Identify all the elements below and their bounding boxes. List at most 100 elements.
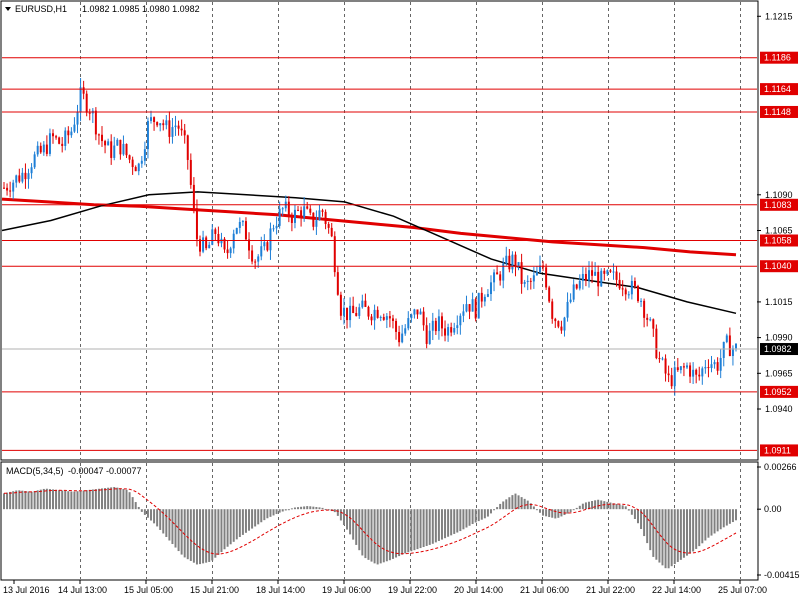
macd-bar bbox=[339, 509, 342, 521]
macd-bar bbox=[477, 509, 480, 522]
candle-body bbox=[290, 216, 293, 223]
candle-body bbox=[407, 318, 410, 329]
macd-bar bbox=[373, 509, 376, 564]
x-tick-label: 21 Jul 22:00 bbox=[586, 585, 635, 595]
level-label-bg bbox=[760, 198, 798, 211]
macd-bar bbox=[162, 509, 165, 534]
candle-body bbox=[82, 87, 85, 94]
macd-bar bbox=[716, 509, 719, 532]
candle-body bbox=[444, 328, 447, 336]
candle-body bbox=[251, 250, 254, 262]
macd-bar bbox=[336, 509, 339, 516]
macd-bar bbox=[413, 509, 416, 551]
candle-body bbox=[713, 362, 716, 365]
candle-body bbox=[667, 373, 670, 376]
macd-bar bbox=[661, 509, 664, 566]
candle-body bbox=[471, 299, 474, 312]
candle-body bbox=[171, 127, 174, 137]
candle-body bbox=[612, 271, 615, 273]
candle-body bbox=[306, 206, 309, 209]
macd-bar bbox=[238, 509, 241, 538]
candle-body bbox=[615, 271, 618, 280]
time-axis: 13 Jul 2016 14 Jul 13:00 15 Jul 05:00 15 Ju… bbox=[3, 580, 767, 595]
candle-body bbox=[658, 358, 661, 360]
x-tick-label: 15 Jul 21:00 bbox=[190, 585, 239, 595]
macd-bar bbox=[94, 489, 97, 510]
macd-bar bbox=[489, 509, 492, 514]
candle-body bbox=[410, 314, 413, 319]
candle-body bbox=[189, 159, 192, 185]
macd-bar bbox=[535, 509, 538, 511]
candle-body bbox=[725, 335, 728, 342]
candle-body bbox=[42, 144, 45, 153]
macd-bar bbox=[725, 509, 728, 526]
macd-bar bbox=[248, 509, 251, 531]
level-label-bg bbox=[760, 51, 798, 64]
candle-body bbox=[373, 309, 376, 321]
candle-body bbox=[459, 315, 462, 326]
macd-bar bbox=[670, 509, 673, 567]
macd-bar bbox=[104, 488, 107, 510]
candle-body bbox=[27, 173, 30, 180]
macd-bar bbox=[269, 509, 272, 517]
candle-body bbox=[447, 327, 450, 336]
candle-body bbox=[636, 285, 639, 302]
macd-bar bbox=[505, 499, 508, 510]
candle-body bbox=[385, 316, 388, 320]
macd-bar bbox=[704, 509, 707, 541]
macd-bar bbox=[526, 500, 529, 510]
macd-bar bbox=[116, 487, 119, 510]
candle-body bbox=[358, 307, 361, 316]
candle-body bbox=[24, 172, 27, 180]
candle-body bbox=[603, 270, 606, 274]
macd-bar bbox=[290, 508, 293, 510]
macd-bar bbox=[6, 492, 9, 510]
macd-bar bbox=[278, 509, 281, 513]
candle-body bbox=[646, 317, 649, 320]
macd-bar bbox=[520, 497, 523, 510]
candle-body bbox=[689, 365, 692, 377]
macd-bar bbox=[318, 507, 321, 510]
macd-bar bbox=[431, 509, 434, 544]
macd-bar bbox=[499, 503, 502, 510]
chart-dropdown-icon[interactable] bbox=[5, 7, 11, 11]
candle-body bbox=[416, 309, 419, 315]
macd-bar bbox=[205, 509, 208, 563]
macd-bar bbox=[563, 509, 566, 516]
macd-bar bbox=[30, 491, 33, 510]
macd-bar bbox=[217, 509, 220, 555]
candle-body bbox=[618, 279, 621, 289]
macd-bar bbox=[61, 490, 64, 510]
candle-body bbox=[125, 143, 128, 156]
macd-bar bbox=[333, 509, 336, 513]
candle-body bbox=[315, 220, 318, 227]
macd-bar bbox=[679, 509, 682, 560]
candle-body bbox=[395, 320, 398, 332]
macd-bar bbox=[542, 509, 545, 516]
candle-body bbox=[3, 187, 5, 189]
candle-body bbox=[174, 125, 177, 128]
y-tick-label: 1.1065 bbox=[765, 226, 793, 236]
candle-body bbox=[104, 141, 107, 146]
candle-body bbox=[722, 341, 725, 358]
candle-body bbox=[401, 333, 404, 343]
macd-signal-line bbox=[3, 488, 737, 555]
macd-bar bbox=[42, 488, 45, 510]
candle-body bbox=[511, 254, 514, 270]
macd-bar bbox=[97, 488, 100, 510]
candle-body bbox=[300, 210, 303, 218]
macd-axis: 0.00266 0.00 -0.00415 bbox=[757, 462, 800, 580]
ma-slow-line bbox=[1, 197, 737, 257]
candle-body bbox=[578, 280, 581, 289]
macd-bar bbox=[701, 509, 704, 544]
macd-bar bbox=[189, 509, 192, 561]
macd-bar bbox=[407, 509, 410, 553]
macd-bar bbox=[146, 509, 149, 518]
macd-bar bbox=[73, 491, 76, 510]
candle-body bbox=[428, 330, 431, 344]
candle-body bbox=[600, 270, 603, 287]
macd-bar bbox=[186, 509, 189, 560]
candle-body bbox=[266, 242, 269, 251]
